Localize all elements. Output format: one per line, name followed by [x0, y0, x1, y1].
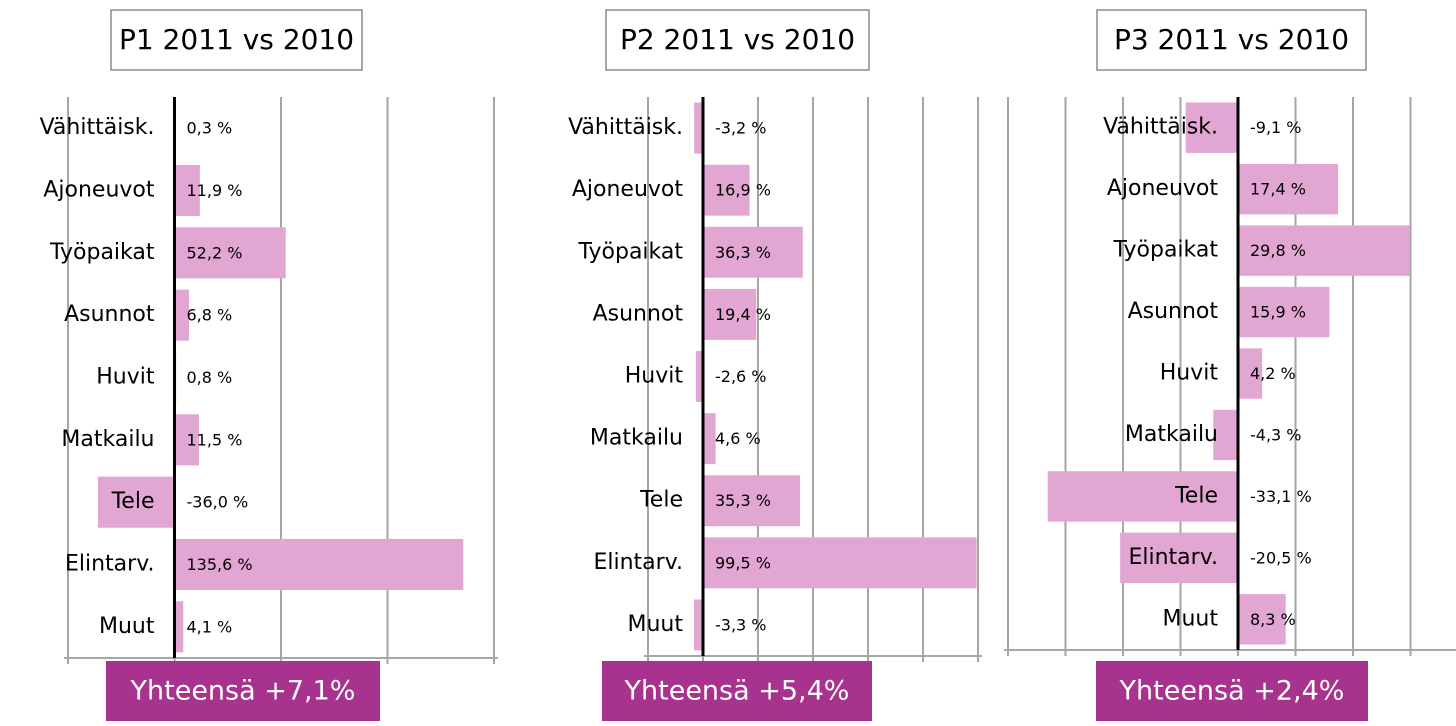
category-label: Tele: [111, 489, 155, 514]
total-label: Yhteensä +2,4%: [1119, 676, 1345, 707]
value-label: 35,3 %: [715, 491, 771, 510]
category-label: Huvit: [96, 365, 155, 390]
bar: [174, 227, 286, 279]
total-box: [1096, 661, 1368, 721]
bar: [1120, 532, 1238, 584]
value-label: -20,5 %: [1250, 548, 1312, 567]
chart-title: P1 2011 vs 2010: [119, 23, 354, 56]
category-label: Vähittäisk.: [568, 115, 683, 140]
title-box: [605, 9, 870, 71]
bar: [1238, 286, 1330, 338]
total-box: [602, 661, 872, 721]
value-label: 99,5 %: [715, 553, 771, 572]
bar: [174, 538, 464, 591]
bar: [174, 601, 184, 653]
category-label: Asunnot: [64, 302, 155, 327]
value-label: -33,1 %: [1250, 487, 1312, 506]
value-label: 4,2 %: [1250, 364, 1296, 383]
bar: [1238, 348, 1263, 399]
value-label: 0,3 %: [187, 119, 233, 138]
category-label: Tele: [639, 488, 683, 513]
bar: [97, 476, 175, 528]
bar: [703, 164, 750, 216]
value-label: 29,8 %: [1250, 241, 1306, 260]
value-label: 17,4 %: [1250, 180, 1306, 199]
category-label: Vähittäisk.: [1103, 115, 1218, 140]
bar: [703, 226, 803, 278]
category-label: Huvit: [625, 364, 684, 389]
category-label: Elintarv.: [1128, 545, 1218, 570]
bar: [174, 414, 199, 466]
value-label: 0,8 %: [187, 368, 233, 387]
category-label: Asunnot: [593, 301, 684, 326]
bar: [703, 537, 977, 589]
category-label: Työpaikat: [577, 239, 683, 264]
category-label: Muut: [99, 614, 155, 639]
category-label: Muut: [1163, 606, 1219, 631]
category-label: Matkailu: [590, 426, 683, 451]
value-label: -4,3 %: [1250, 425, 1302, 444]
bar: [695, 351, 703, 402]
value-label: -9,1 %: [1250, 118, 1302, 137]
value-label: 4,6 %: [715, 429, 761, 448]
category-label: Muut: [628, 612, 684, 637]
category-label: Huvit: [1160, 361, 1219, 386]
bar: [1238, 225, 1410, 276]
category-label: Työpaikat: [49, 240, 155, 265]
category-label: Ajoneuvot: [43, 178, 155, 203]
bar: [1185, 102, 1238, 153]
value-label: 19,4 %: [715, 305, 771, 324]
category-label: Elintarv.: [593, 550, 683, 575]
value-label: 135,6 %: [187, 555, 253, 574]
bar: [174, 164, 200, 217]
category-label: Vähittäisk.: [40, 115, 155, 140]
bar: [703, 288, 757, 340]
value-label: -3,3 %: [715, 615, 767, 634]
value-label: -2,6 %: [715, 367, 767, 386]
bar: [174, 289, 189, 341]
value-label: 11,5 %: [187, 430, 243, 449]
category-label: Ajoneuvot: [572, 177, 684, 202]
bar: [693, 599, 703, 651]
title-box: [1096, 9, 1367, 71]
value-label: -3,2 %: [715, 119, 767, 138]
value-label: 15,9 %: [1250, 303, 1306, 322]
bar: [1213, 409, 1238, 461]
value-label: -36,0 %: [187, 493, 249, 512]
category-label: Työpaikat: [1112, 238, 1218, 263]
bar: [694, 102, 703, 154]
category-label: Elintarv.: [65, 552, 155, 577]
bar: [1238, 594, 1286, 645]
chart-title: P3 2011 vs 2010: [1114, 23, 1349, 56]
bar: [1047, 471, 1238, 522]
total-label: Yhteensä +7,1%: [130, 676, 356, 707]
category-label: Matkailu: [1125, 422, 1218, 447]
category-label: Matkailu: [61, 427, 154, 452]
value-label: 16,9 %: [715, 181, 771, 200]
bar: [703, 475, 801, 527]
value-label: 11,9 %: [187, 181, 243, 200]
category-label: Tele: [1174, 483, 1218, 508]
value-label: 8,3 %: [1250, 610, 1296, 629]
title-box: [110, 9, 363, 71]
chart-title: P2 2011 vs 2010: [620, 23, 855, 56]
bar: [1238, 163, 1339, 215]
value-label: 52,2 %: [187, 243, 243, 262]
bar: [703, 413, 716, 465]
value-label: 4,1 %: [187, 617, 233, 636]
category-label: Asunnot: [1128, 299, 1219, 324]
value-label: 36,3 %: [715, 243, 771, 262]
value-label: 6,8 %: [187, 306, 233, 325]
category-label: Ajoneuvot: [1107, 176, 1219, 201]
total-label: Yhteensä +5,4%: [624, 676, 850, 707]
total-box: [106, 661, 380, 721]
